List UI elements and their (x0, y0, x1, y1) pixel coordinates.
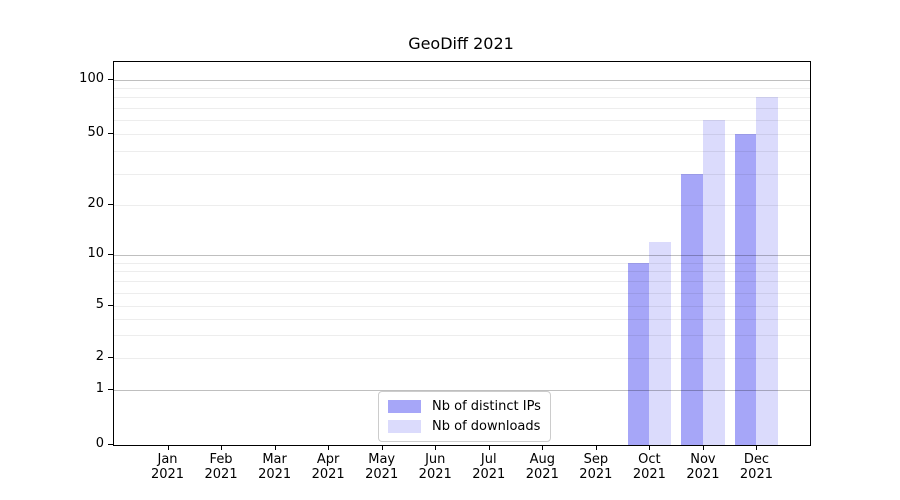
x-tick-month: Feb (209, 452, 233, 467)
x-tick-label-feb: Feb 2021 (191, 452, 251, 482)
x-tick-label-jun: Jun 2021 (405, 452, 465, 482)
gridline-minor-7 (114, 281, 810, 283)
gridline-minor-30 (114, 173, 810, 175)
legend-swatch-distinct-ips (388, 400, 421, 413)
bar-distinct-ips-oct (627, 262, 650, 445)
y-tick-mark-5 (108, 305, 113, 306)
x-tick-mark-jun (435, 446, 437, 450)
gridline-major-1 (114, 390, 810, 391)
y-tick-label-1: 1 (95, 381, 104, 396)
x-tick-month: Jun (425, 452, 446, 467)
gridline-minor-6 (114, 292, 810, 294)
x-tick-label-may: May 2021 (352, 452, 412, 482)
gridline-minor-9 (114, 262, 810, 264)
y-tick-label-20: 20 (87, 196, 104, 211)
y-tick-label-10: 10 (87, 246, 104, 261)
x-tick-mark-apr (328, 446, 330, 450)
x-tick-month: Jan (157, 452, 178, 467)
x-tick-label-nov: Nov 2021 (673, 452, 733, 482)
gridline-minor-70 (114, 107, 810, 109)
x-tick-mark-aug (542, 446, 544, 450)
x-tick-month: Oct (638, 452, 661, 467)
y-tick-mark-10 (108, 254, 113, 255)
x-tick-mark-oct (649, 446, 651, 450)
x-tick-label-mar: Mar 2021 (245, 452, 305, 482)
x-tick-label-apr: Apr 2021 (298, 452, 358, 482)
bar-downloads-dec (756, 97, 779, 445)
x-tick-year: 2021 (525, 467, 559, 482)
legend-item-downloads: Nb of downloads (388, 418, 541, 435)
y-tick-mark-20 (108, 204, 113, 205)
x-tick-year: 2021 (150, 467, 185, 482)
legend-label-distinct-ips: Nb of distinct IPs (432, 399, 541, 414)
x-tick-label-jul: Jul 2021 (459, 452, 519, 482)
plot-area (113, 61, 811, 446)
x-tick-year: 2021 (579, 467, 613, 482)
y-tick-mark-0 (108, 444, 113, 445)
x-tick-month: Dec (743, 452, 770, 467)
gridline-minor-3 (114, 334, 810, 336)
x-tick-year: 2021 (311, 467, 345, 482)
gridline-minor-90 (114, 88, 810, 90)
x-tick-month: Jul (480, 452, 497, 467)
gridline-minor-5 (114, 306, 810, 307)
gridline-minor-50 (114, 134, 810, 135)
gridline-minor-80 (114, 97, 810, 99)
x-tick-mark-sep (595, 446, 597, 450)
x-tick-year: 2021 (632, 467, 666, 482)
gridline-minor-40 (114, 151, 810, 153)
y-tick-label-50: 50 (87, 125, 104, 140)
x-tick-mark-may (381, 446, 383, 450)
x-tick-month: Aug (529, 452, 555, 467)
bar-downloads-oct (649, 241, 672, 445)
y-tick-label-5: 5 (95, 297, 104, 312)
y-tick-mark-100 (108, 79, 113, 80)
x-tick-label-oct: Oct 2021 (619, 452, 679, 482)
x-tick-month: Nov (690, 452, 716, 467)
y-tick-label-0: 0 (95, 436, 104, 451)
x-tick-month: Sep (583, 452, 609, 467)
y-tick-label-100: 100 (79, 71, 104, 86)
legend-label-downloads: Nb of downloads (432, 419, 541, 434)
gridline-minor-60 (114, 119, 810, 121)
x-tick-mark-jul (488, 446, 490, 450)
x-tick-year: 2021 (365, 467, 399, 482)
x-tick-year: 2021 (472, 467, 506, 482)
gridline-minor-8 (114, 271, 810, 273)
x-tick-mark-nov (702, 446, 704, 450)
gridline-minor-4 (114, 318, 810, 320)
bar-downloads-nov (702, 119, 725, 445)
legend-item-distinct-ips: Nb of distinct IPs (388, 398, 541, 415)
x-tick-label-aug: Aug 2021 (512, 452, 572, 482)
x-tick-label-dec: Dec 2021 (726, 452, 786, 482)
x-tick-month: May (368, 452, 396, 467)
x-tick-month: Apr (316, 452, 340, 467)
x-tick-month: Mar (262, 452, 287, 467)
x-tick-label-sep: Sep 2021 (566, 452, 626, 482)
x-tick-year: 2021 (739, 467, 773, 482)
x-tick-mark-jan (167, 446, 169, 450)
x-tick-label-jan: Jan 2021 (138, 452, 198, 482)
bar-distinct-ips-dec (734, 134, 757, 445)
gridline-minor-2 (114, 358, 810, 359)
x-tick-year: 2021 (686, 467, 720, 482)
x-tick-year: 2021 (418, 467, 452, 482)
x-tick-mark-feb (221, 446, 223, 450)
x-tick-year: 2021 (204, 467, 238, 482)
chart-title: GeoDiff 2021 (408, 34, 514, 53)
gridline-major-100 (114, 80, 810, 81)
y-tick-mark-2 (108, 357, 113, 358)
gridline-minor-20 (114, 205, 810, 206)
x-tick-mark-dec (756, 446, 758, 450)
y-tick-label-2: 2 (95, 349, 104, 364)
legend: Nb of distinct IPs Nb of downloads (378, 391, 551, 442)
y-tick-mark-50 (108, 133, 113, 134)
x-tick-year: 2021 (258, 467, 292, 482)
y-tick-mark-1 (108, 389, 113, 390)
legend-swatch-downloads (388, 420, 421, 433)
bar-distinct-ips-nov (681, 173, 703, 445)
gridline-major-10 (114, 255, 810, 256)
x-tick-mark-mar (274, 446, 276, 450)
